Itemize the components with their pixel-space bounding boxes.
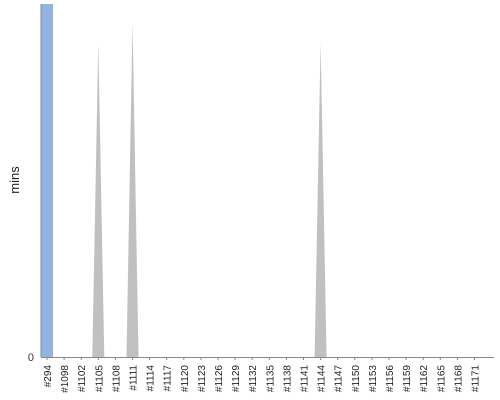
label-layer: 0 #294 #1098 #1102 #1105 #1108 #1111 #1114 #1117… bbox=[28, 352, 482, 393]
x-tick-label: #1132 bbox=[248, 365, 259, 393]
area-spike-1144 bbox=[314, 42, 327, 357]
x-tick-label: #1129 bbox=[231, 365, 242, 393]
x-tick-label: #1108 bbox=[111, 365, 122, 393]
x-tick-label: #1165 bbox=[436, 365, 447, 393]
x-tick-label: #1150 bbox=[351, 365, 362, 393]
spike-layer bbox=[92, 21, 327, 358]
x-tick-label: #1105 bbox=[94, 365, 105, 393]
x-tick-label: #1114 bbox=[146, 365, 157, 392]
x-tick-label: #294 bbox=[43, 365, 54, 388]
highlight-bar bbox=[41, 4, 53, 357]
area-spike-1105 bbox=[92, 42, 105, 357]
x-tick-label: #1120 bbox=[180, 365, 191, 393]
x-tick-label: #1144 bbox=[317, 365, 328, 393]
x-tick-label: #1171 bbox=[471, 365, 482, 393]
x-tick-label: #1153 bbox=[368, 365, 379, 393]
y-axis-label: mins bbox=[7, 166, 22, 194]
area-spike-1111 bbox=[126, 21, 139, 358]
x-tick-label: #1159 bbox=[402, 365, 413, 393]
x-tick-label: #1117 bbox=[163, 365, 174, 392]
x-tick-label: #1147 bbox=[334, 365, 345, 393]
x-tick-label: #1123 bbox=[197, 365, 208, 393]
y-tick-label: 0 bbox=[28, 352, 34, 364]
x-tick-label: #1168 bbox=[453, 365, 464, 393]
x-tick-label: #1126 bbox=[214, 365, 225, 393]
x-tick-label: #1098 bbox=[60, 365, 71, 393]
x-tick-label: #1156 bbox=[385, 365, 396, 393]
x-tick-label: #1138 bbox=[282, 365, 293, 393]
axes-layer bbox=[40, 4, 494, 360]
x-tick-label: #1141 bbox=[300, 365, 311, 393]
highlight-layer bbox=[41, 4, 53, 357]
x-tick-label: #1102 bbox=[77, 365, 88, 393]
x-tick-label: #1162 bbox=[419, 365, 430, 393]
x-tick-label: #1111 bbox=[129, 365, 140, 391]
x-tick-label: #1135 bbox=[265, 365, 276, 393]
